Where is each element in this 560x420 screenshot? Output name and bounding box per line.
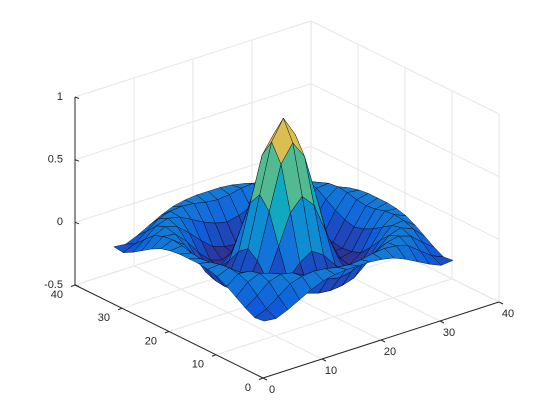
y-tick bbox=[117, 307, 123, 311]
x-tick bbox=[498, 301, 504, 305]
grid-line bbox=[310, 145, 500, 240]
grid-line bbox=[215, 278, 453, 356]
x-tick bbox=[439, 320, 445, 324]
z-tick bbox=[74, 159, 80, 162]
grid-line bbox=[310, 83, 500, 178]
surface-patch bbox=[254, 308, 277, 322]
z-tick bbox=[74, 96, 80, 99]
z-tick-label: -0.5 bbox=[44, 279, 63, 291]
x-tick-label: 40 bbox=[502, 308, 514, 320]
z-tick-label: 1 bbox=[57, 91, 63, 103]
y-tick bbox=[258, 377, 264, 380]
x-tick-label: 0 bbox=[269, 384, 275, 396]
grid-line bbox=[74, 83, 312, 161]
y-tick-label: 0 bbox=[245, 382, 251, 394]
z-tick-label: 0 bbox=[57, 216, 63, 228]
grid-line bbox=[74, 20, 312, 98]
x-tick bbox=[262, 377, 268, 381]
x-tick-label: 20 bbox=[384, 346, 396, 358]
y-tick-label: 40 bbox=[51, 289, 63, 301]
x-tick-label: 30 bbox=[443, 327, 455, 339]
grid-line bbox=[310, 20, 500, 115]
y-tick-label: 30 bbox=[98, 312, 110, 324]
y-tick-label: 20 bbox=[145, 335, 157, 347]
z-tick-label: 0.5 bbox=[48, 154, 63, 166]
y-tick bbox=[211, 354, 217, 357]
z-tick bbox=[74, 284, 80, 287]
x-tick bbox=[321, 358, 327, 362]
x-tick-label: 10 bbox=[325, 365, 337, 377]
y-tick bbox=[164, 331, 170, 334]
x-tick bbox=[380, 339, 386, 343]
y-tick-label: 10 bbox=[192, 359, 204, 371]
y-tick bbox=[70, 284, 76, 287]
z-tick bbox=[74, 221, 80, 225]
